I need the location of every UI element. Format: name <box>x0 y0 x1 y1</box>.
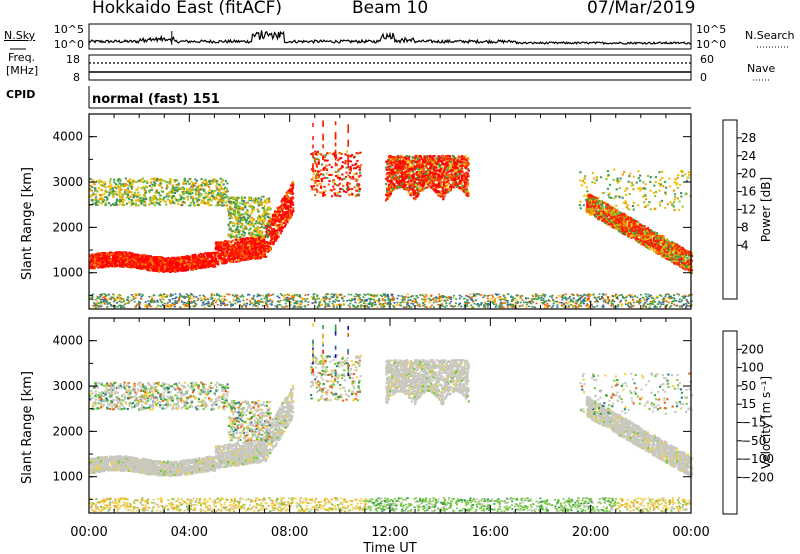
sky-panel-frame <box>88 23 692 50</box>
freq-label: Freq. <box>8 51 36 64</box>
power-panel-mid-echoes <box>227 195 272 239</box>
station-title: Hokkaido East (fitACF) <box>92 0 283 18</box>
power-panel-near-midnight-echoes <box>310 150 362 198</box>
freq-left-tick-top: 18 <box>66 53 80 66</box>
sky-noise-line <box>88 30 692 45</box>
power-panel-ytick-label: 3000 <box>52 175 83 189</box>
xtick-label: 08:00 <box>271 525 308 540</box>
sky-left-tick-bottom: 10^0 <box>54 38 84 51</box>
freq-panel-frame <box>88 54 692 81</box>
power-colorbar-tick-label: 20 <box>741 167 756 181</box>
cpid-text: normal (fast) 151 <box>92 92 220 107</box>
power-colorbar-tick-label: 24 <box>741 149 756 163</box>
power-panel-evening-upper-echoes <box>578 168 692 212</box>
velocity-panel-evening-upper-echoes <box>579 372 694 415</box>
power-colorbar-tick-label: 12 <box>741 203 756 217</box>
xtick-label: 12:00 <box>371 525 408 540</box>
mhz-label: [MHz] <box>6 64 39 77</box>
date-title: 07/Mar/2019 <box>587 0 696 18</box>
power-colorbar-tick-label: 8 <box>741 220 749 234</box>
velocity-colorbar-label: Velocity [m s⁻¹] <box>759 376 773 469</box>
nsky-label: N.Sky <box>4 29 36 42</box>
velocity-panel-mid-echoes <box>227 399 272 443</box>
nsearch-label: N.Search <box>745 29 795 42</box>
power-colorbar-label: Power [dB] <box>759 177 773 242</box>
power-panel-band-echoes <box>89 181 295 273</box>
xtick-label: 20:00 <box>572 525 609 540</box>
velocity-panel-ytick-label: 1000 <box>52 470 83 484</box>
xtick-label: 04:00 <box>171 525 208 540</box>
velocity-panel-far-echoes <box>385 358 470 406</box>
velocity-panel-band-echoes <box>89 385 295 477</box>
velocity-panel-near-midnight-echoes <box>309 354 362 402</box>
velocity-colorbar-tick-label: 200 <box>741 342 764 356</box>
power-panel-evening-echoes <box>585 193 694 275</box>
xaxis-label: Time UT <box>362 541 416 554</box>
power-panel-ytick-label: 4000 <box>52 130 83 144</box>
velocity-panel-evening-echoes <box>585 396 694 478</box>
velocity-colorbar-tick-label: 50 <box>741 379 756 393</box>
power-panel-near-range-echoes <box>89 293 693 309</box>
velocity-colorbar-frame <box>722 330 738 515</box>
cpid-label: CPID <box>6 88 36 101</box>
power-colorbar-tick-label: 16 <box>741 185 756 199</box>
velocity-panel-streaks <box>312 322 349 377</box>
xtick-label: 00:00 <box>70 525 107 540</box>
power-panel-streaks <box>312 120 349 173</box>
velocity-panel-upper-echoes <box>89 381 230 411</box>
freq-right-tick-bottom: 0 <box>700 71 707 84</box>
velocity-colorbar-tick-label: −15 <box>741 416 766 430</box>
power-panel-upper-echoes <box>89 177 229 207</box>
power-colorbar-frame <box>722 119 738 300</box>
power-panel-ytick-label: 1000 <box>52 266 83 280</box>
velocity-colorbar-tick-label: 100 <box>741 361 764 375</box>
velocity-panel-ytick-label: 4000 <box>52 334 83 348</box>
power-colorbar-tick-label: 28 <box>741 131 756 145</box>
velocity-colorbar-tick-label: −50 <box>741 434 766 448</box>
velocity-colorbar-tick-label: −200 <box>741 470 774 484</box>
sky-right-tick-top: 10^5 <box>696 23 726 36</box>
xtick-label: 00:00 <box>672 525 709 540</box>
power-colorbar-tick-label: 4 <box>741 238 749 252</box>
velocity-colorbar-tick-label: 15 <box>741 397 756 411</box>
velocity-panel-near-range-echoes <box>89 497 692 513</box>
velocity-panel-ytick-label: 2000 <box>52 424 83 438</box>
power-panel-ytick-label: 2000 <box>52 220 83 234</box>
velocity-colorbar-tick-label: −100 <box>741 452 774 466</box>
velocity-panel-ytick-label: 3000 <box>52 379 83 393</box>
power-panel-ylabel: Slant Range [km] <box>20 167 35 280</box>
nave-label: Nave <box>747 62 776 75</box>
power-panel-far-echoes <box>385 154 470 202</box>
sky-left-tick-top: 10^5 <box>54 23 84 36</box>
freq-left-tick-bottom: 8 <box>73 71 80 84</box>
velocity-panel-ylabel: Slant Range [km] <box>20 371 35 484</box>
beam-title: Beam 10 <box>352 0 429 18</box>
freq-right-tick-top: 60 <box>700 53 714 66</box>
sky-right-tick-bottom: 10^0 <box>696 38 726 51</box>
xtick-label: 16:00 <box>472 525 509 540</box>
